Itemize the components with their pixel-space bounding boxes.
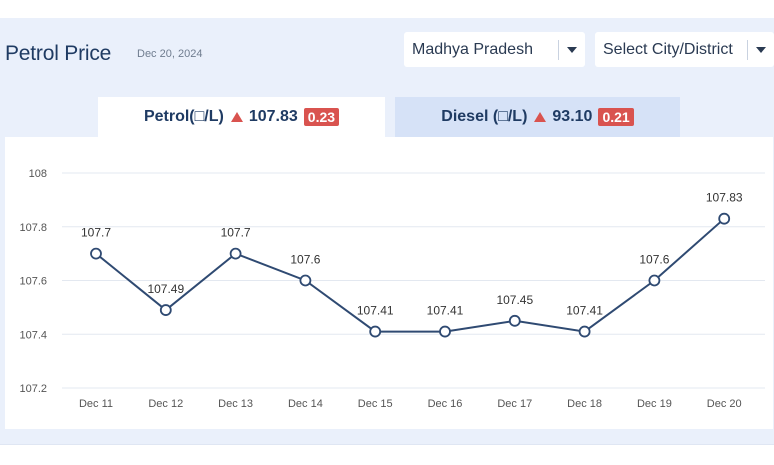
state-select-value: Madhya Pradesh bbox=[412, 40, 533, 58]
data-point bbox=[90, 247, 102, 260]
data-point bbox=[229, 247, 242, 260]
price-up-icon bbox=[534, 112, 547, 122]
data-label: 107.6 bbox=[290, 253, 320, 267]
tab-petrol-price: 107.83 bbox=[248, 108, 298, 125]
y-tick-label: 107.2 bbox=[19, 383, 47, 395]
data-point bbox=[439, 325, 451, 338]
chevron-down-icon[interactable] bbox=[559, 46, 585, 53]
tab-diesel-change-badge: 0.21 bbox=[598, 108, 634, 126]
select-divider bbox=[558, 39, 559, 60]
data-label: 107.41 bbox=[357, 304, 394, 318]
y-tick-label: 108 bbox=[29, 168, 47, 180]
chart-area: 107.2 107.4 107.6 107.8 108 Dec 11 Dec 12 Dec 1… bbox=[5, 137, 773, 429]
x-tick-label: Dec 14 bbox=[288, 398, 323, 410]
page-title: Petrol Price bbox=[5, 42, 112, 65]
data-point bbox=[578, 325, 591, 338]
data-point bbox=[648, 274, 661, 287]
bottom-strip bbox=[0, 444, 774, 465]
data-point bbox=[508, 314, 521, 327]
tab-diesel-label: Diesel (□/L) bbox=[441, 108, 528, 125]
chevron-down-icon[interactable] bbox=[748, 46, 774, 53]
y-tick-label: 107.6 bbox=[19, 276, 47, 288]
x-tick-label: Dec 13 bbox=[218, 398, 253, 410]
state-select[interactable]: Madhya Pradesh bbox=[404, 32, 585, 67]
price-line-chart: 107.2 107.4 107.6 107.8 108 Dec 11 Dec 12 Dec 1… bbox=[19, 168, 765, 410]
y-tick-label: 107.8 bbox=[19, 222, 47, 234]
tab-petrol-change-badge: 0.23 bbox=[303, 108, 340, 126]
x-tick-label: Dec 20 bbox=[707, 398, 742, 410]
tab-petrol[interactable]: Petrol(□/L) 107.83 0.23 bbox=[98, 97, 385, 137]
data-label: 107.83 bbox=[706, 191, 743, 205]
data-point bbox=[159, 304, 172, 316]
data-label: 107.41 bbox=[566, 304, 603, 318]
tab-diesel[interactable]: Diesel (□/L) 93.10 0.21 bbox=[395, 97, 680, 137]
x-tick-label: Dec 18 bbox=[567, 398, 602, 410]
tab-petrol-label: Petrol(□/L) bbox=[143, 108, 224, 125]
top-strip bbox=[0, 0, 774, 19]
x-tick-label: Dec 17 bbox=[497, 398, 532, 410]
data-label: 107.7 bbox=[221, 226, 251, 240]
data-label: 107.49 bbox=[147, 282, 184, 296]
data-point bbox=[369, 325, 382, 338]
price-date: Dec 20, 2024 bbox=[137, 48, 203, 60]
data-point bbox=[718, 212, 731, 225]
price-up-icon bbox=[230, 112, 243, 122]
data-label: 107.41 bbox=[427, 304, 464, 318]
data-label: 107.45 bbox=[496, 293, 533, 307]
x-tick-label: Dec 11 bbox=[79, 398, 113, 410]
tab-diesel-price: 93.10 bbox=[552, 108, 593, 125]
select-divider bbox=[747, 39, 748, 60]
data-label: 107.6 bbox=[639, 253, 669, 267]
series-line bbox=[95, 217, 725, 333]
x-tick-label: Dec 12 bbox=[148, 398, 183, 410]
y-tick-label: 107.4 bbox=[19, 329, 47, 341]
x-tick-label: Dec 16 bbox=[428, 398, 463, 410]
city-select-value: Select City/District bbox=[603, 40, 733, 58]
data-point bbox=[299, 274, 312, 287]
x-tick-label: Dec 15 bbox=[358, 398, 393, 410]
city-select[interactable]: Select City/District bbox=[595, 32, 774, 67]
data-label: 107.7 bbox=[81, 226, 111, 240]
x-tick-label: Dec 19 bbox=[637, 398, 672, 410]
